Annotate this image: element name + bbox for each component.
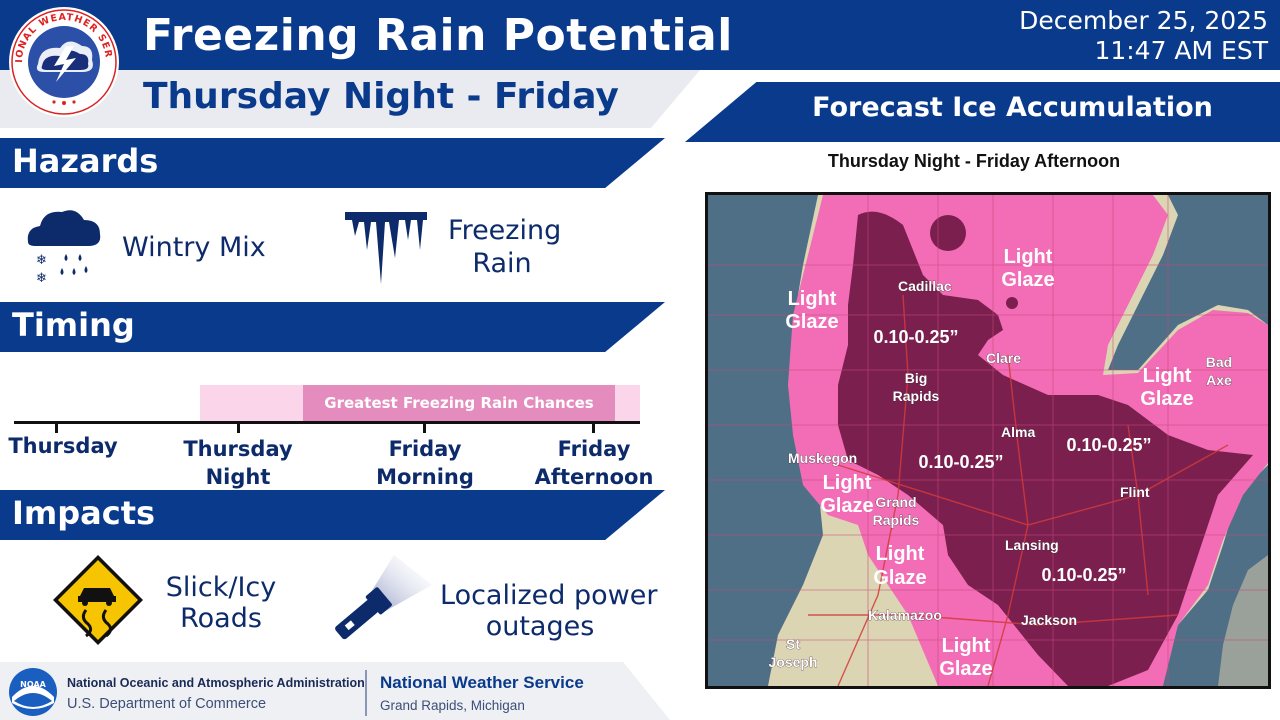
- city-alma: Alma: [1001, 424, 1035, 440]
- moderate-ice-area: [838, 211, 1253, 686]
- timeline-tick: [55, 421, 58, 433]
- impacts-section-bar: [0, 490, 665, 540]
- city-clare: Clare: [986, 350, 1021, 366]
- impact-icy-roads-line1: Slick/Icy: [165, 572, 277, 603]
- land-ontario: [1218, 555, 1268, 686]
- subtitle-band: [0, 70, 700, 128]
- light-glaze-label-line1: Light: [823, 472, 872, 494]
- city-st-joseph-line1: St: [786, 636, 800, 652]
- moderate-ice-spot: [1006, 297, 1018, 309]
- issue-time: 11:47 AM EST: [1094, 36, 1268, 65]
- impacts-heading: Impacts: [12, 494, 156, 532]
- svg-text:❄: ❄: [36, 253, 47, 268]
- city-grand-rapids-line2: Rapids: [873, 512, 920, 528]
- moderate-ice-spot: [930, 215, 966, 251]
- header-band: [0, 0, 1280, 70]
- issue-date: December 25, 2025: [1019, 6, 1268, 35]
- city-bad-axe-line2: Axe: [1206, 372, 1232, 388]
- city-lansing: Lansing: [1005, 537, 1059, 553]
- light-glaze-label-line2: Glaze: [820, 495, 873, 517]
- impact-icy-roads-line2: Roads: [180, 603, 262, 634]
- period-friday-morning-line2: Morning: [376, 465, 474, 489]
- hazards-heading: Hazards: [12, 142, 159, 180]
- light-glaze-label-line1: Light: [1004, 246, 1053, 268]
- light-glaze-label-line1: Light: [876, 543, 925, 565]
- footer-band: [0, 662, 670, 720]
- light-glaze-label-line2: Glaze: [873, 567, 926, 589]
- department-name: U.S. Department of Commerce: [67, 696, 267, 712]
- light-glaze-label-line1: Light: [1143, 365, 1192, 387]
- timeline-tick: [592, 421, 595, 433]
- icicles-icon: [345, 212, 427, 284]
- city-big-rapids-line1: Big: [905, 370, 928, 386]
- city-jackson: Jackson: [1021, 612, 1077, 628]
- city-st-joseph-line2: Joseph: [768, 654, 817, 670]
- period-friday-afternoon-line2: Afternoon: [534, 465, 654, 489]
- greatest-chance-bar: [303, 385, 615, 422]
- city-grand-rapids-line1: Grand: [875, 494, 916, 510]
- page-title: Freezing Rain Potential: [143, 10, 733, 61]
- impact-power-outages-line1: Localized power: [440, 580, 658, 611]
- light-glaze-label-line1: Light: [942, 635, 991, 657]
- timeline-tick: [237, 421, 240, 433]
- slippery-road-sign-icon: [53, 555, 143, 645]
- timing-section-bar: [0, 302, 665, 352]
- flashlight-icon: [335, 555, 432, 640]
- city-muskegon: Muskegon: [788, 450, 857, 466]
- noaa-logo-text: NOAA: [20, 680, 46, 689]
- city-cadillac: Cadillac: [898, 278, 952, 294]
- map-header-band: [685, 82, 1280, 142]
- timeline-axis: [14, 421, 640, 424]
- impact-power-outages-line2: outages: [485, 611, 595, 642]
- hazards-section-bar: [0, 138, 665, 188]
- ice-accumulation-map: Cadillac Clare Big Rapids Alma Muskegon …: [705, 192, 1271, 689]
- light-glaze-label-line2: Glaze: [1001, 269, 1054, 291]
- map-svg: Cadillac Clare Big Rapids Alma Muskegon …: [708, 195, 1268, 686]
- noaa-name: National Oceanic and Atmospheric Adminis…: [67, 676, 365, 690]
- light-glaze-label-line2: Glaze: [1140, 388, 1193, 410]
- map-header: Forecast Ice Accumulation: [812, 92, 1213, 123]
- map-subtitle: Thursday Night - Friday Afternoon: [827, 151, 1121, 171]
- highways: [808, 294, 1229, 686]
- hazard-wintry-mix: Wintry Mix: [122, 232, 266, 263]
- nws-logo: NATIONAL WEATHER SERVICE: [8, 6, 119, 117]
- light-glaze-label-line2: Glaze: [785, 311, 838, 333]
- hazard-freezing-rain-line1: Freezing: [448, 215, 562, 246]
- light-glaze-label-line2: Glaze: [939, 658, 992, 680]
- accumulation-label: 0.10-0.25”: [873, 327, 958, 347]
- period-thursday-night-line1: Thursday: [183, 437, 293, 461]
- accumulation-label: 0.10-0.25”: [1041, 565, 1126, 585]
- period-thursday-night-line2: Night: [205, 465, 271, 489]
- timeline-tick: [423, 421, 426, 433]
- nws-name: National Weather Service: [380, 673, 584, 692]
- office-name: Grand Rapids, Michigan: [380, 698, 525, 713]
- wintry-mix-icon: ❄ ❄: [27, 210, 101, 284]
- accumulation-label: 0.10-0.25”: [918, 452, 1003, 472]
- period-friday-morning-line1: Friday: [388, 437, 462, 461]
- timing-heading: Timing: [12, 306, 135, 344]
- city-big-rapids-line2: Rapids: [893, 388, 940, 404]
- page-subtitle: Thursday Night - Friday: [143, 76, 619, 117]
- period-thursday: Thursday: [8, 434, 118, 458]
- period-friday-afternoon-line1: Friday: [557, 437, 631, 461]
- greatest-chance-label: Greatest Freezing Rain Chances: [324, 394, 594, 412]
- noaa-logo: NOAA: [9, 668, 57, 716]
- city-flint: Flint: [1120, 484, 1150, 500]
- city-kalamazoo: Kalamazoo: [868, 607, 942, 623]
- accumulation-label: 0.10-0.25”: [1066, 435, 1151, 455]
- county-lines: [708, 195, 1268, 686]
- hazard-freezing-rain-line2: Rain: [472, 248, 532, 279]
- svg-text:❄: ❄: [36, 271, 47, 284]
- light-glaze-label-line1: Light: [788, 288, 837, 310]
- city-bad-axe-line1: Bad: [1206, 354, 1232, 370]
- footer-divider: [365, 670, 367, 716]
